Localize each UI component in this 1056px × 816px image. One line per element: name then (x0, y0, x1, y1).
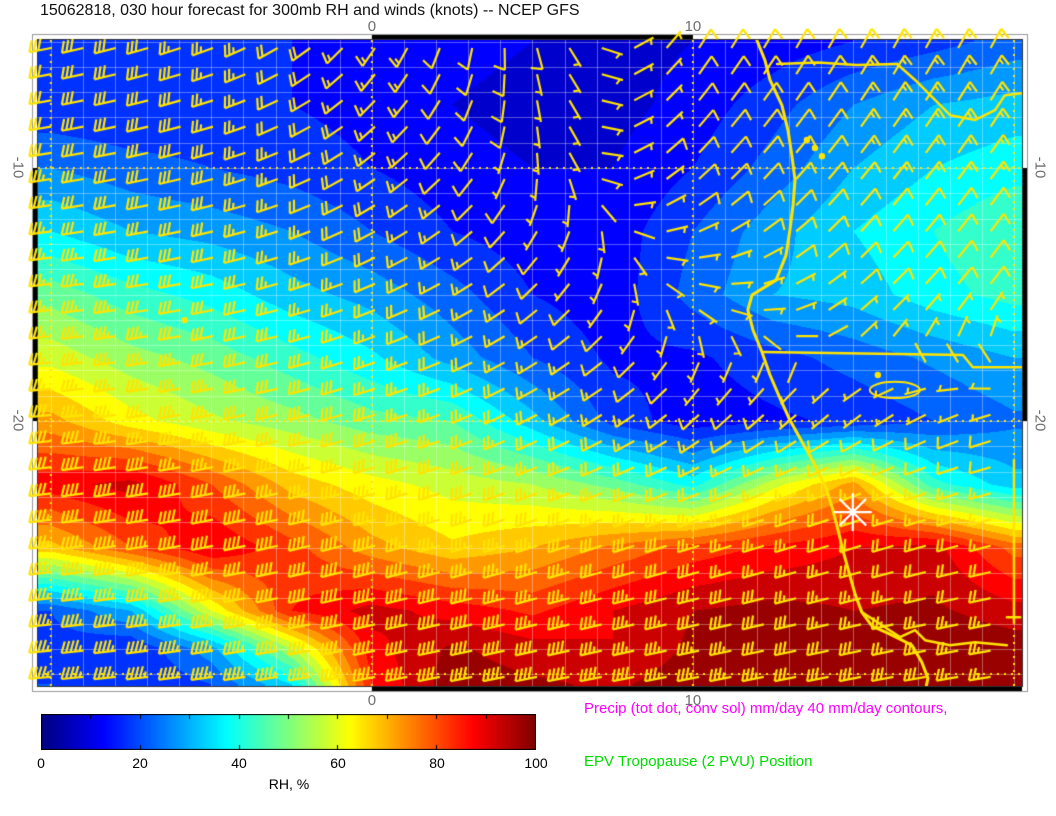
bottom-tick-10: 10 (684, 692, 702, 709)
right-tick--10: -10 (1031, 156, 1049, 179)
colorbar-tick-0: 0 (37, 755, 45, 771)
colorbar-tick-100: 100 (524, 755, 548, 771)
left-tick--20: -20 (9, 409, 27, 432)
colorbar-gradient (41, 714, 536, 750)
colorbar-tick-20: 20 (132, 755, 148, 771)
left-tick--10: -10 (9, 156, 27, 179)
colorbar-tick-80: 80 (429, 755, 445, 771)
legend-precip-text: Precip (tot dot, conv sol) mm/day 40 mm/… (584, 700, 948, 717)
colorbar-label: RH, % (268, 776, 310, 792)
top-tick-0: 0 (367, 18, 377, 35)
bottom-tick-0: 0 (367, 692, 377, 709)
map-canvas (0, 0, 1056, 710)
top-tick-10: 10 (684, 18, 702, 35)
colorbar-tick-40: 40 (231, 755, 247, 771)
legend-epv-text: EPV Tropopause (2 PVU) Position (584, 753, 813, 770)
colorbar-tick-60: 60 (330, 755, 346, 771)
right-tick--20: -20 (1031, 409, 1049, 432)
